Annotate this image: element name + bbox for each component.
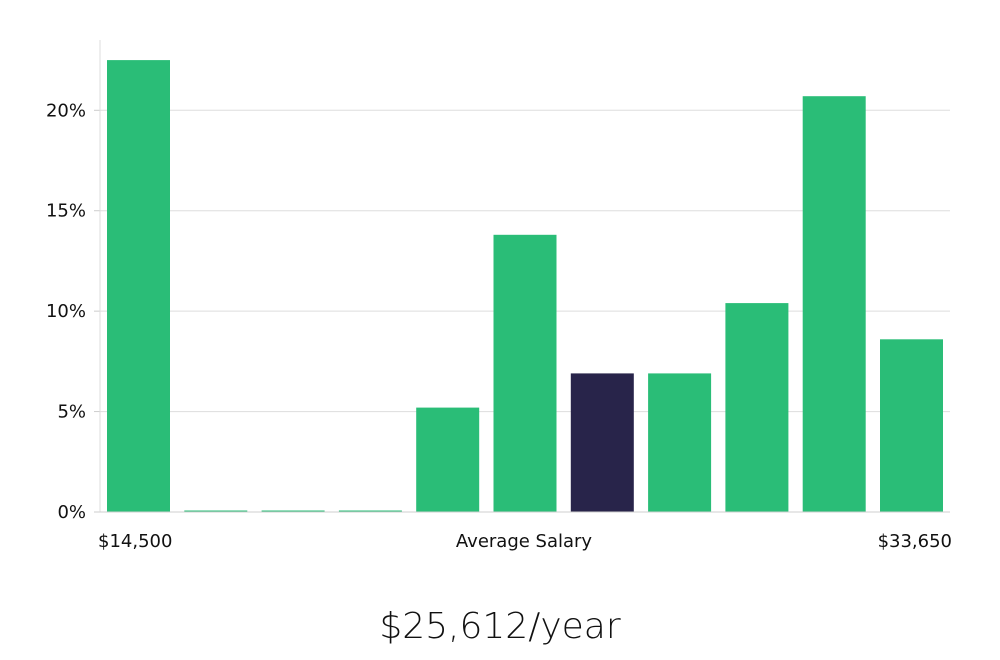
x-min-label: $14,500	[98, 531, 172, 552]
bar	[802, 96, 866, 512]
y-tick-label: 20%	[46, 100, 86, 121]
bar	[184, 510, 248, 512]
x-max-label: $33,650	[878, 531, 952, 552]
y-tick-label: 5%	[57, 402, 86, 423]
bar	[107, 60, 170, 512]
axis-layer: 0% 5% 10% 15% 20%	[46, 40, 950, 523]
bar	[416, 407, 480, 512]
bar	[880, 339, 943, 512]
y-tick-label: 15%	[46, 201, 86, 222]
bar	[338, 510, 402, 512]
x-axis-title: Average Salary	[456, 531, 593, 552]
average-salary-value: $25,612/year	[379, 606, 621, 647]
bar	[261, 510, 325, 512]
y-tick-label: 0%	[57, 502, 86, 523]
bar	[725, 303, 789, 512]
bar	[648, 373, 712, 512]
chart-plot: 0% 5% 10% 15% 20% $14,500 Average Salary $33…	[46, 40, 952, 552]
bar	[493, 234, 557, 513]
bar-layer	[107, 60, 943, 513]
y-tick-label: 10%	[46, 301, 86, 322]
bar-highlighted	[570, 373, 634, 512]
